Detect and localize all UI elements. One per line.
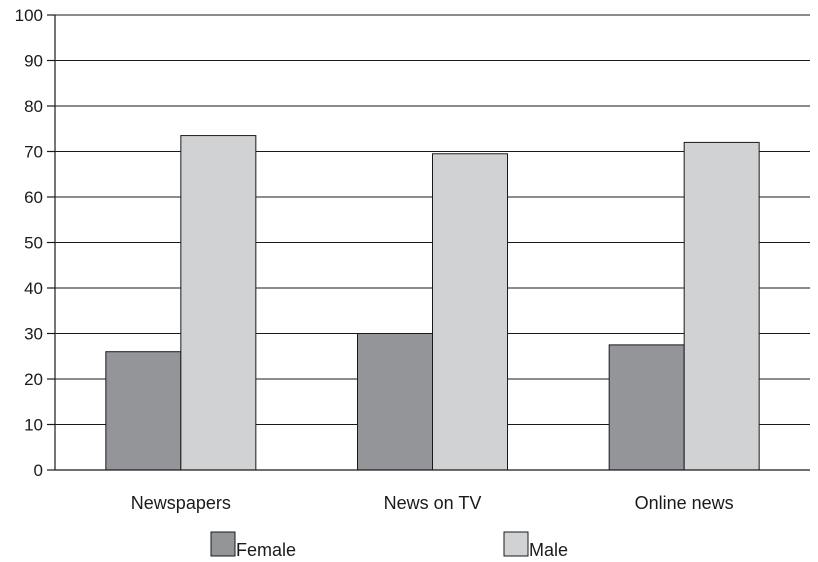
y-tick-label: 50: [24, 234, 43, 253]
bar-female-2: [357, 333, 433, 471]
legend-swatch-female: [210, 531, 236, 557]
x-category-label: News on TV: [384, 493, 482, 513]
y-tick-label: 90: [24, 52, 43, 71]
bar-female-1: [105, 351, 182, 471]
x-category-label: Online news: [635, 493, 734, 513]
bar-male-2: [432, 153, 508, 471]
bar-male-1: [180, 135, 257, 471]
legend-swatch-male: [503, 531, 529, 557]
y-tick-label: 0: [34, 461, 43, 480]
legend-label-male: Male: [529, 540, 568, 560]
x-category-label: Newspapers: [131, 493, 231, 513]
y-tick-label: 70: [24, 143, 43, 162]
axes: [47, 14, 810, 471]
bar-female-3: [608, 344, 685, 471]
y-tick-label: 20: [24, 370, 43, 389]
bars: [105, 135, 760, 471]
y-tick-label: 60: [24, 188, 43, 207]
y-tick-label: 30: [24, 325, 43, 344]
labels: 0 10 20 30 40 50 60 70 80 90 100 Newspapers News on …: [15, 6, 734, 513]
legend-label-female: Female: [236, 540, 296, 560]
bar-male-3: [683, 141, 760, 471]
legend: Female Male: [210, 531, 568, 560]
y-tick-label: 80: [24, 97, 43, 116]
y-tick-label: 40: [24, 279, 43, 298]
y-tick-label: 10: [24, 416, 43, 435]
y-tick-label: 100: [15, 6, 43, 25]
